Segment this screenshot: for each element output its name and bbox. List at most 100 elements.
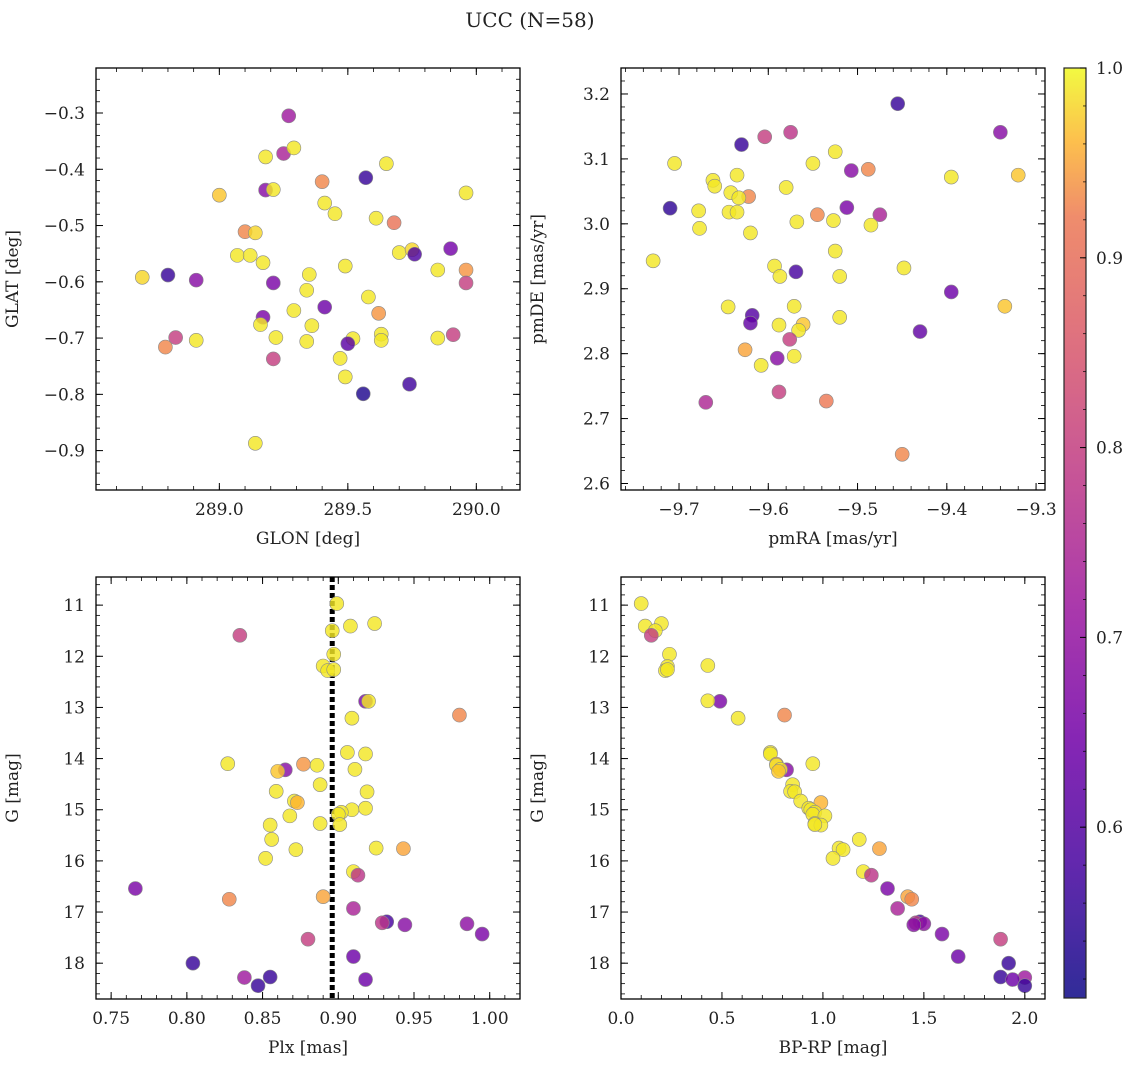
data-point (667, 156, 682, 171)
data-point (645, 253, 661, 269)
data-point (843, 163, 859, 178)
y-tick-label: 14 (63, 750, 85, 770)
data-point (359, 784, 375, 800)
panel-plx-g: 0.75 0.80 0.85 0.90 0.95 1.00 11 12 13 14 15 16 17 18… (3, 576, 521, 1058)
colorbar-gradient (1063, 67, 1087, 999)
data-point (312, 777, 328, 792)
data-point (386, 215, 402, 231)
data-point (368, 840, 384, 856)
data-point (358, 746, 373, 762)
y-tick-label: 14 (588, 750, 610, 770)
data-point (253, 317, 268, 332)
y-tick-label: 11 (63, 596, 85, 616)
data-point (296, 756, 311, 772)
data-point (299, 282, 315, 298)
data-point (633, 596, 649, 611)
y-tick-label: −0.4 (44, 160, 85, 180)
data-point (894, 446, 910, 462)
data-point (358, 972, 373, 987)
panel-bprp-g: 0.0 0.5 1.0 1.5 2.0 11 12 13 14 15 16 17 18 BP-RP [ma… (528, 576, 1046, 1058)
data-point (827, 243, 843, 259)
data-point (397, 917, 413, 933)
data-point (700, 693, 716, 709)
data-point (128, 881, 143, 896)
y-tick-label: −0.6 (44, 273, 85, 293)
y-tick-label: 2.6 (583, 475, 610, 495)
data-point (314, 174, 330, 189)
data-point (771, 317, 787, 333)
data-point (301, 267, 317, 282)
data-point (346, 949, 361, 964)
plot-frame (620, 67, 1046, 491)
data-point (188, 333, 204, 348)
data-point (993, 969, 1008, 985)
data-point (832, 310, 847, 325)
colorbar-ticks: 1.0 0.9 0.8 0.7 0.6 (1080, 59, 1123, 980)
data-point (258, 149, 273, 165)
data-point (777, 707, 792, 723)
data-point (282, 808, 298, 824)
data-point (720, 299, 736, 315)
data-point (326, 662, 342, 677)
plot-frame (95, 67, 521, 491)
y-tick-label: 12 (588, 647, 610, 667)
data-point (288, 842, 304, 857)
y-tick-label: 16 (63, 852, 85, 872)
data-point (327, 206, 343, 222)
data-point (347, 762, 363, 777)
y-tick-label: 3.2 (583, 85, 610, 105)
data-point (771, 764, 786, 779)
data-point (317, 195, 333, 211)
data-point (743, 315, 758, 331)
data-point (890, 96, 906, 112)
y-tick-label: 12 (63, 647, 85, 667)
data-point (346, 901, 361, 916)
data-point (361, 693, 376, 709)
data-point (286, 303, 302, 318)
data-point (230, 248, 245, 263)
data-point (212, 187, 227, 203)
data-point (757, 129, 773, 145)
data-point (329, 596, 345, 611)
data-point (872, 841, 887, 856)
data-point (1017, 978, 1033, 994)
x-tick-label: 0.95 (395, 1009, 433, 1029)
data-point (662, 200, 678, 216)
data-point (358, 170, 374, 186)
data-point (825, 851, 841, 866)
x-tick-label: 1.5 (910, 1009, 937, 1029)
y-tick-label: 11 (588, 596, 610, 616)
data-point (906, 917, 922, 933)
data-point (872, 207, 888, 223)
y-tick-label: 18 (588, 954, 610, 974)
y-tick-label: −0.8 (44, 385, 85, 405)
data-point (262, 817, 278, 833)
data-point (134, 270, 150, 285)
data-point (788, 264, 804, 280)
data-point (445, 327, 461, 343)
x-axis-label: pmRA [mas/yr] (768, 529, 897, 549)
data-point (753, 358, 769, 373)
data-point (791, 322, 806, 338)
data-point (778, 180, 794, 195)
y-tick-label: 2.8 (583, 345, 610, 365)
data-point (1005, 972, 1020, 987)
data-point (805, 156, 821, 171)
data-point (332, 351, 348, 366)
data-point (459, 916, 475, 932)
data-point (286, 140, 302, 156)
data-point (379, 156, 394, 171)
colorbar: 1.0 0.9 0.8 0.7 0.6 (1063, 59, 1123, 999)
x-tick-label: 0.90 (319, 1009, 357, 1029)
data-point (300, 931, 316, 947)
data-point (458, 262, 474, 278)
data-point (309, 757, 325, 773)
data-point (374, 915, 390, 931)
panel-pmra-pmde: −9.7 −9.6 −9.5 −9.4 −9.3 3.2 3.1 3.0 2.9 2.8 2.7 2.… (528, 67, 1057, 549)
data-point (430, 330, 446, 346)
data-point (270, 764, 286, 779)
data-point (266, 182, 281, 197)
data-point (344, 710, 360, 726)
data-point (863, 217, 879, 233)
x-axis-label: GLON [deg] (256, 529, 360, 549)
